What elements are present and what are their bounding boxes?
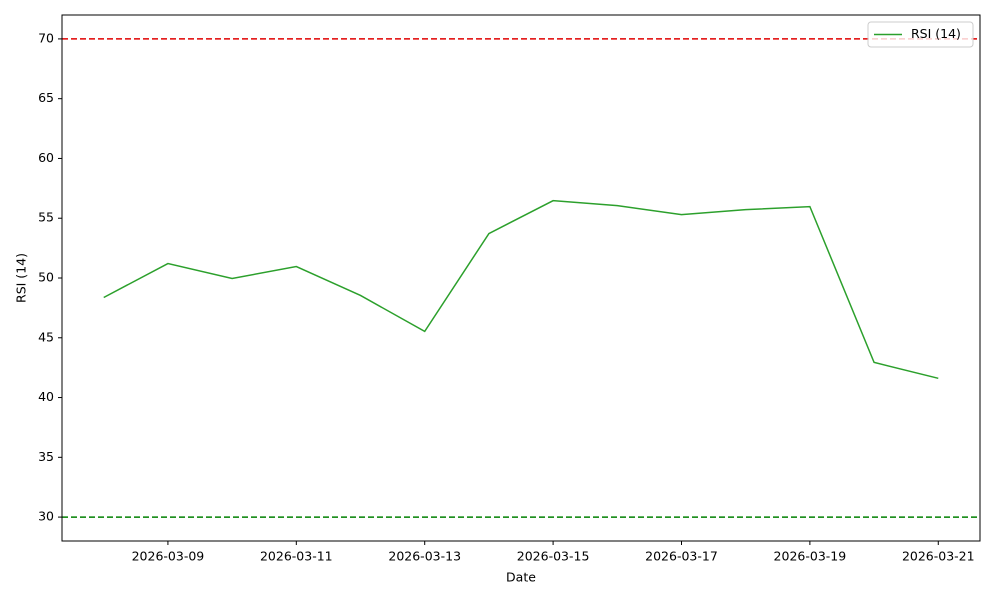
x-tick-label: 2026-03-17 bbox=[645, 549, 718, 564]
x-tick-label: 2026-03-11 bbox=[260, 549, 333, 564]
plot-frame bbox=[61, 14, 981, 542]
x-tick-label: 2026-03-09 bbox=[132, 549, 205, 564]
y-tick-label: 30 bbox=[38, 509, 54, 524]
x-tick-label: 2026-03-15 bbox=[517, 549, 590, 564]
x-tick-label: 2026-03-13 bbox=[388, 549, 461, 564]
series-line bbox=[103, 199, 939, 380]
y-tick-label: 40 bbox=[38, 389, 54, 404]
x-tick-label: 2026-03-21 bbox=[902, 549, 975, 564]
y-tick-label: 55 bbox=[38, 210, 54, 225]
y-tick-label: 50 bbox=[38, 270, 54, 285]
legend-box bbox=[867, 21, 974, 48]
x-tick-label: 2026-03-19 bbox=[774, 549, 847, 564]
y-tick-label: 65 bbox=[38, 90, 54, 105]
y-tick-label: 35 bbox=[38, 449, 54, 464]
y-axis-label: RSI (14) bbox=[14, 253, 29, 303]
x-axis-label: Date bbox=[506, 570, 536, 585]
y-tick-label: 70 bbox=[38, 30, 54, 45]
legend-label: RSI (14) bbox=[911, 26, 961, 41]
y-tick-label: 60 bbox=[38, 150, 54, 165]
y-tick-label: 45 bbox=[38, 329, 54, 344]
legend: RSI (14) bbox=[867, 21, 974, 48]
